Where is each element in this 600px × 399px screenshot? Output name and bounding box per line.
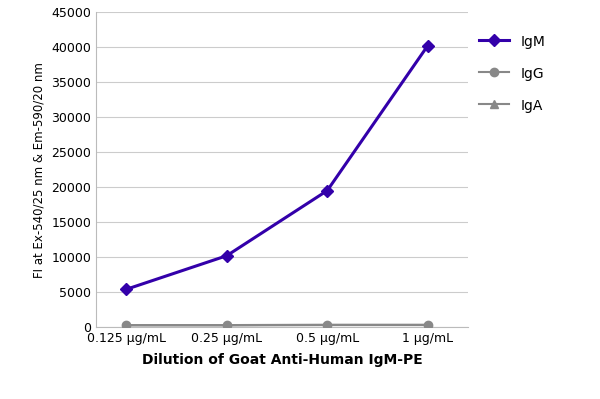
- IgM: [223, 253, 230, 258]
- IgG: [122, 323, 130, 328]
- IgA: [223, 323, 230, 328]
- Y-axis label: FI at Ex-540/25 nm & Em-590/20 nm: FI at Ex-540/25 nm & Em-590/20 nm: [33, 61, 46, 278]
- Legend: IgM, IgG, IgA: IgM, IgG, IgA: [479, 35, 545, 113]
- X-axis label: Dilution of Goat Anti-Human IgM-PE: Dilution of Goat Anti-Human IgM-PE: [142, 354, 422, 367]
- IgA: [424, 323, 431, 328]
- IgG: [424, 322, 431, 327]
- IgG: [323, 322, 331, 327]
- Line: IgG: IgG: [122, 320, 432, 329]
- IgM: [424, 43, 431, 48]
- IgA: [323, 323, 331, 328]
- Line: IgM: IgM: [122, 41, 432, 294]
- Line: IgA: IgA: [122, 321, 432, 330]
- IgA: [122, 323, 130, 328]
- IgG: [223, 323, 230, 328]
- IgM: [323, 188, 331, 193]
- IgM: [122, 287, 130, 292]
